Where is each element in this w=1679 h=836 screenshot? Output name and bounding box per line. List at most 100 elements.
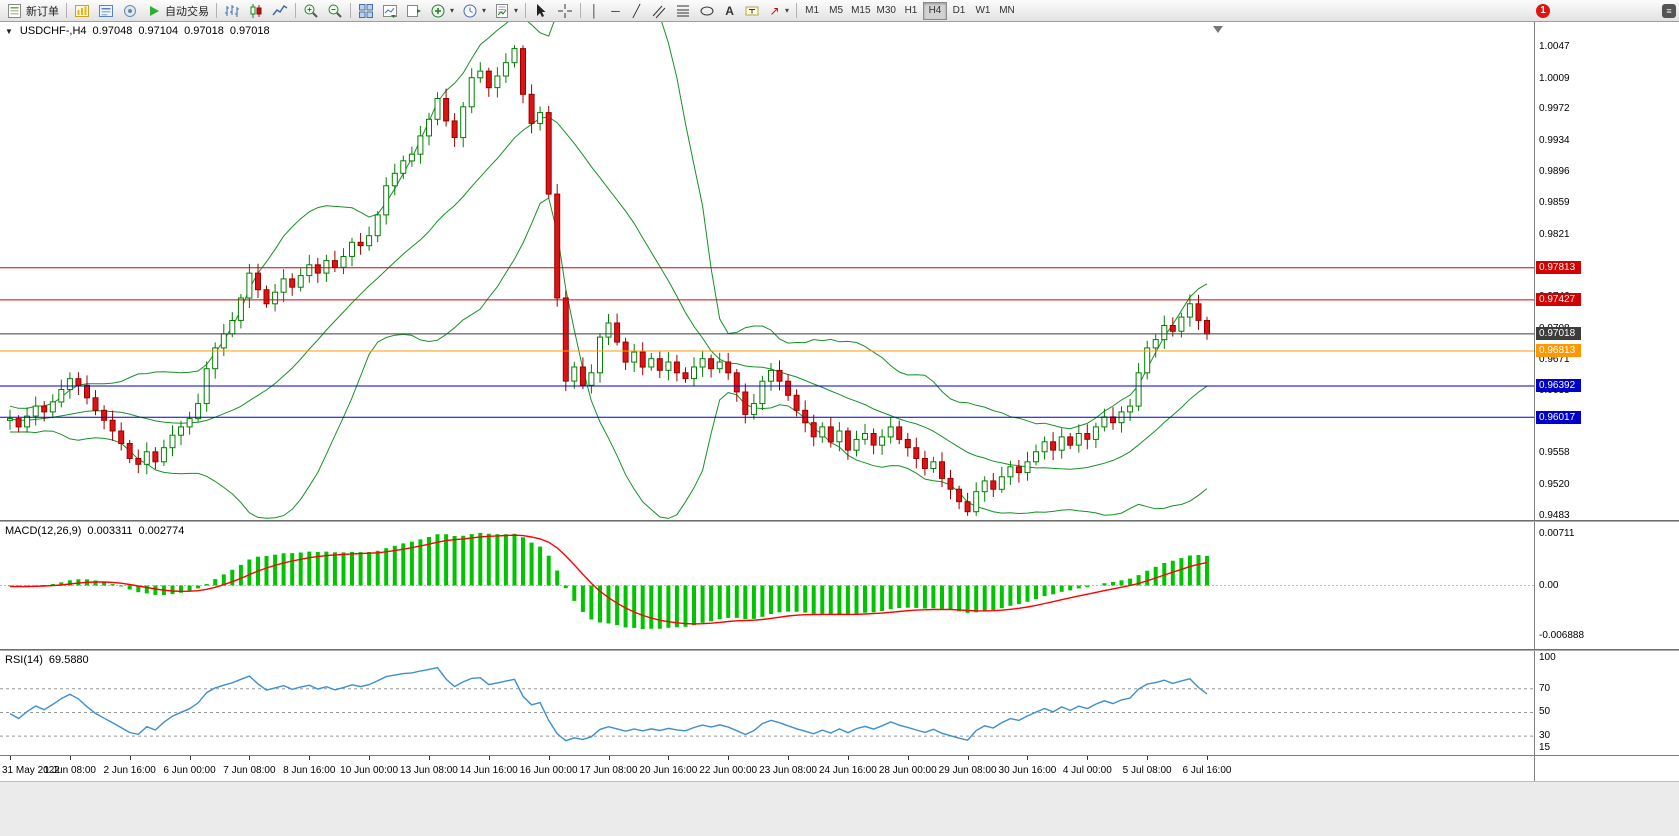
zoom-out-button[interactable] xyxy=(323,1,347,21)
time-tick xyxy=(608,756,610,760)
ohlc-low: 0.97018 xyxy=(184,25,224,37)
timeframe-d1-button[interactable]: D1 xyxy=(952,5,966,16)
arrows-button[interactable]: ↗ ▾ xyxy=(764,1,793,21)
pane-splitter[interactable] xyxy=(0,520,1679,522)
horizontal-line-button[interactable]: ─ xyxy=(605,1,626,21)
time-label: 6 Jul 16:00 xyxy=(1182,765,1232,776)
axis-tick-label: 0.00711 xyxy=(1539,527,1575,539)
cursor-icon xyxy=(537,3,546,17)
timeframe-h4-button[interactable]: H4 xyxy=(922,1,947,20)
time-axis[interactable]: 31 May 2022 1 Jun 08:00 2 Jun 16:00 6 Jun 0… xyxy=(0,755,1679,781)
zoom-in-icon xyxy=(304,4,318,18)
one-click-trading-toggle[interactable]: ▼ xyxy=(5,26,13,36)
price-level-badge: 0.97018 xyxy=(1536,327,1581,341)
chevron-down-icon[interactable]: ▾ xyxy=(450,6,455,15)
autotrading-play-icon xyxy=(150,5,159,16)
text-button[interactable]: A xyxy=(719,1,740,21)
fibonacci-icon xyxy=(677,5,690,16)
timeframe-m5-button[interactable]: M5 xyxy=(829,5,844,16)
timeframe-m1-button[interactable]: M1 xyxy=(805,5,820,16)
fibonacci-button[interactable] xyxy=(671,1,695,21)
rsi-value: 69.5880 xyxy=(48,654,89,666)
time-tick xyxy=(1147,756,1149,760)
autotrading-button[interactable]: 自动交易 xyxy=(142,1,213,21)
axis-tick-label: 0.9558 xyxy=(1539,447,1570,459)
rsi-axis[interactable]: 100 70 50 30 15 xyxy=(1534,651,1679,755)
price-level-badge: 0.97813 xyxy=(1536,261,1581,275)
axis-tick-label: 0.9821 xyxy=(1539,228,1570,240)
ohlc-close: 0.97018 xyxy=(229,25,270,37)
time-tick xyxy=(10,756,11,760)
rsi-pane: 100 70 50 30 15 RSI(14) 69.5880 xyxy=(0,651,1679,755)
rsi-canvas[interactable] xyxy=(0,651,1534,755)
timeframe-m30-button[interactable]: M30 xyxy=(876,5,896,16)
macd-axis[interactable]: 0.00711 0.00 -0.006888 xyxy=(1534,522,1679,649)
zoom-out-icon xyxy=(328,4,342,18)
time-label: 20 Jun 16:00 xyxy=(639,765,698,776)
macd-main-value: 0.003311 xyxy=(87,525,133,537)
indicators-icon xyxy=(431,4,445,17)
axis-tick-label: 0.9859 xyxy=(1539,197,1570,209)
price-axis[interactable]: 1.0047 1.0009 0.9972 0.9934 0.9896 0.9859 0.98… xyxy=(1534,22,1679,521)
toolbar-separator xyxy=(66,3,67,18)
timeframe-mn-button[interactable]: MN xyxy=(999,5,1015,16)
notification-badge[interactable]: 1 xyxy=(1536,3,1550,18)
axis-tick-label: 0.9671 xyxy=(1539,353,1570,365)
chart-shift-marker[interactable] xyxy=(1213,26,1223,33)
shapes-button[interactable] xyxy=(695,1,719,21)
data-window-button[interactable] xyxy=(118,1,142,21)
chart-shift-button[interactable] xyxy=(402,1,426,21)
toolbar-overflow-button[interactable]: ≡ xyxy=(1662,3,1676,18)
tile-windows-button[interactable] xyxy=(354,1,378,21)
chevron-down-icon[interactable]: ▾ xyxy=(482,6,487,15)
new-chart-button[interactable] xyxy=(70,1,94,21)
timeframe-h1-button[interactable]: H1 xyxy=(904,5,918,16)
notification-count: 1 xyxy=(1540,5,1546,16)
time-label: 22 Jun 00:00 xyxy=(699,765,758,776)
new-order-button[interactable]: 新订单 xyxy=(3,1,63,21)
time-tick xyxy=(1207,756,1208,760)
price-level-badge: 0.96813 xyxy=(1536,344,1581,358)
ohlc-high: 0.97104 xyxy=(138,25,179,37)
line-chart-button[interactable] xyxy=(268,1,292,21)
template-icon xyxy=(496,3,509,18)
periods-button[interactable]: ▾ xyxy=(458,1,490,21)
chart-symbol-period: USDCHF-,H4 xyxy=(19,25,87,37)
toolbar-separator xyxy=(350,3,351,18)
macd-label: MACD(12,26,9) xyxy=(5,525,82,537)
toolbar-separator xyxy=(580,3,582,18)
crosshair-button[interactable] xyxy=(553,1,577,21)
time-label: 17 Jun 08:00 xyxy=(579,765,638,776)
templates-button[interactable]: ▾ xyxy=(490,1,522,21)
candlestick-chart-button[interactable] xyxy=(244,1,268,21)
trendline-button[interactable]: ╱ xyxy=(626,1,647,21)
timeframe-m15-button[interactable]: M15 xyxy=(851,5,871,16)
price-chart-canvas[interactable] xyxy=(0,22,1534,520)
cursor-button[interactable] xyxy=(529,1,553,21)
candlestick-chart-icon xyxy=(250,3,262,18)
axis-tick-label: 0.9520 xyxy=(1539,479,1570,491)
text-label-button[interactable] xyxy=(740,1,764,21)
chevron-down-icon[interactable]: ▾ xyxy=(514,6,519,15)
macd-canvas[interactable] xyxy=(0,522,1534,649)
chevron-down-icon[interactable]: ▾ xyxy=(785,6,790,15)
zoom-in-button[interactable] xyxy=(299,1,323,21)
auto-scroll-button[interactable] xyxy=(378,1,402,21)
time-label: 16 Jun 00:00 xyxy=(519,765,578,776)
bar-chart-button[interactable] xyxy=(220,1,244,21)
time-tick xyxy=(488,756,490,760)
new-chart-icon xyxy=(75,4,89,17)
time-tick xyxy=(309,756,311,760)
timeframe-w1-button[interactable]: W1 xyxy=(975,5,991,16)
equidistant-channel-button[interactable] xyxy=(647,1,671,21)
time-tick xyxy=(907,756,909,760)
axis-tick-label: 1.0009 xyxy=(1539,72,1570,84)
vertical-line-button[interactable]: │ xyxy=(584,1,605,21)
profiles-button[interactable] xyxy=(94,1,118,21)
time-tick xyxy=(189,756,191,760)
time-tick xyxy=(249,756,251,760)
time-label: 4 Jul 00:00 xyxy=(1062,765,1112,776)
pane-splitter[interactable] xyxy=(0,649,1679,651)
bollinger-lower-band xyxy=(10,197,1208,519)
indicators-button[interactable]: ▾ xyxy=(426,1,458,21)
